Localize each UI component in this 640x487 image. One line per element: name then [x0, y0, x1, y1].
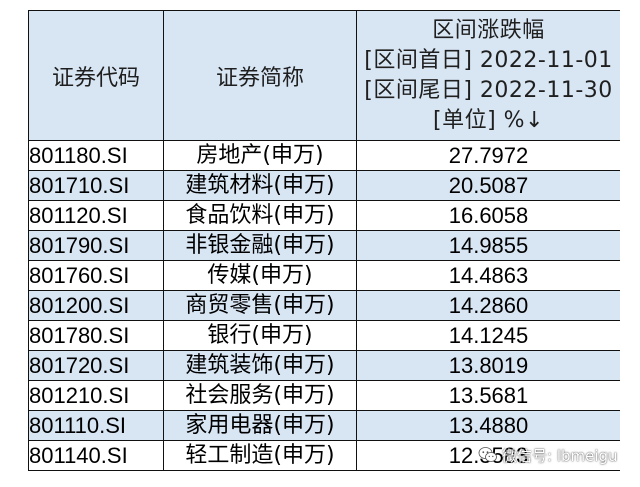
table-row[interactable]: 801140.SI 轻工制造(申万) 12.3583: [28, 440, 620, 471]
change-pct-cell[interactable]: 14.2860: [356, 290, 620, 321]
change-pct-cell[interactable]: 14.1245: [356, 320, 620, 351]
change-pct-cell[interactable]: 27.7972: [356, 140, 620, 171]
security-name-cell[interactable]: 建筑装饰(申万): [163, 350, 357, 381]
change-header-start-date: [区间首日] 2022-11-01: [364, 47, 613, 73]
change-pct-cell[interactable]: 14.9855: [356, 230, 620, 261]
table-row[interactable]: 801780.SI 银行(申万) 14.1245: [28, 320, 620, 351]
security-code-cell[interactable]: 801210.SI: [28, 380, 164, 411]
table-row[interactable]: 801790.SI 非银金融(申万) 14.9855: [28, 230, 620, 261]
security-name-cell[interactable]: 非银金融(申万): [163, 230, 357, 261]
security-name-cell[interactable]: 食品饮料(申万): [163, 200, 357, 231]
security-name-cell[interactable]: 商贸零售(申万): [163, 290, 357, 321]
table-row[interactable]: 801120.SI 食品饮料(申万) 16.6058: [28, 200, 620, 231]
table-header: 证券代码 证券简称 区间涨跌幅 [区间首日] 2022-11-01 [区间尾日]…: [28, 10, 620, 141]
change-pct-cell[interactable]: 14.4863: [356, 260, 620, 291]
code-column-header[interactable]: 证券代码: [28, 10, 164, 141]
security-name-cell[interactable]: 银行(申万): [163, 320, 357, 351]
table-row[interactable]: 801180.SI 房地产(申万) 27.7972: [28, 140, 620, 171]
security-code-cell[interactable]: 801140.SI: [28, 440, 164, 471]
security-code-cell[interactable]: 801710.SI: [28, 170, 164, 201]
security-code-cell[interactable]: 801200.SI: [28, 290, 164, 321]
table-row[interactable]: 801210.SI 社会服务(申万) 13.5681: [28, 380, 620, 411]
table-row[interactable]: 801720.SI 建筑装饰(申万) 13.8019: [28, 350, 620, 381]
security-code-cell[interactable]: 801720.SI: [28, 350, 164, 381]
change-pct-cell[interactable]: 13.5681: [356, 380, 620, 411]
security-name-cell[interactable]: 轻工制造(申万): [163, 440, 357, 471]
table-row[interactable]: 801710.SI 建筑材料(申万) 20.5087: [28, 170, 620, 201]
table-row[interactable]: 801760.SI 传媒(申万) 14.4863: [28, 260, 620, 291]
change-pct-cell[interactable]: 20.5087: [356, 170, 620, 201]
header-row: 证券代码 证券简称 区间涨跌幅 [区间首日] 2022-11-01 [区间尾日]…: [28, 10, 620, 141]
security-name-cell[interactable]: 传媒(申万): [163, 260, 357, 291]
security-code-cell[interactable]: 801120.SI: [28, 200, 164, 231]
change-pct-cell[interactable]: 13.4880: [356, 410, 620, 441]
security-name-cell[interactable]: 家用电器(申万): [163, 410, 357, 441]
change-column-header[interactable]: 区间涨跌幅 [区间首日] 2022-11-01 [区间尾日] 2022-11-3…: [356, 10, 620, 141]
change-header-title: 区间涨跌幅: [432, 17, 545, 43]
security-code-cell[interactable]: 801180.SI: [28, 140, 164, 171]
security-name-cell[interactable]: 房地产(申万): [163, 140, 357, 171]
table-row[interactable]: 801110.SI 家用电器(申万) 13.4880: [28, 410, 620, 441]
security-code-cell[interactable]: 801780.SI: [28, 320, 164, 351]
security-name-cell[interactable]: 社会服务(申万): [163, 380, 357, 411]
security-code-cell[interactable]: 801760.SI: [28, 260, 164, 291]
table-body: 801180.SI 房地产(申万) 27.7972 801710.SI 建筑材料…: [28, 140, 620, 471]
change-pct-cell[interactable]: 13.8019: [356, 350, 620, 381]
change-pct-cell[interactable]: 16.6058: [356, 200, 620, 231]
change-header-unit: [单位] %↓: [433, 107, 544, 133]
table-row[interactable]: 801200.SI 商贸零售(申万) 14.2860: [28, 290, 620, 321]
industry-change-table: 证券代码 证券简称 区间涨跌幅 [区间首日] 2022-11-01 [区间尾日]…: [28, 10, 620, 471]
name-column-header[interactable]: 证券简称: [163, 10, 357, 141]
security-code-cell[interactable]: 801790.SI: [28, 230, 164, 261]
security-code-cell[interactable]: 801110.SI: [28, 410, 164, 441]
security-name-cell[interactable]: 建筑材料(申万): [163, 170, 357, 201]
change-header-end-date: [区间尾日] 2022-11-30: [364, 77, 613, 103]
change-pct-cell[interactable]: 12.3583: [356, 440, 620, 471]
data-sheet: 证券代码 证券简称 区间涨跌幅 [区间首日] 2022-11-01 [区间尾日]…: [28, 10, 620, 487]
